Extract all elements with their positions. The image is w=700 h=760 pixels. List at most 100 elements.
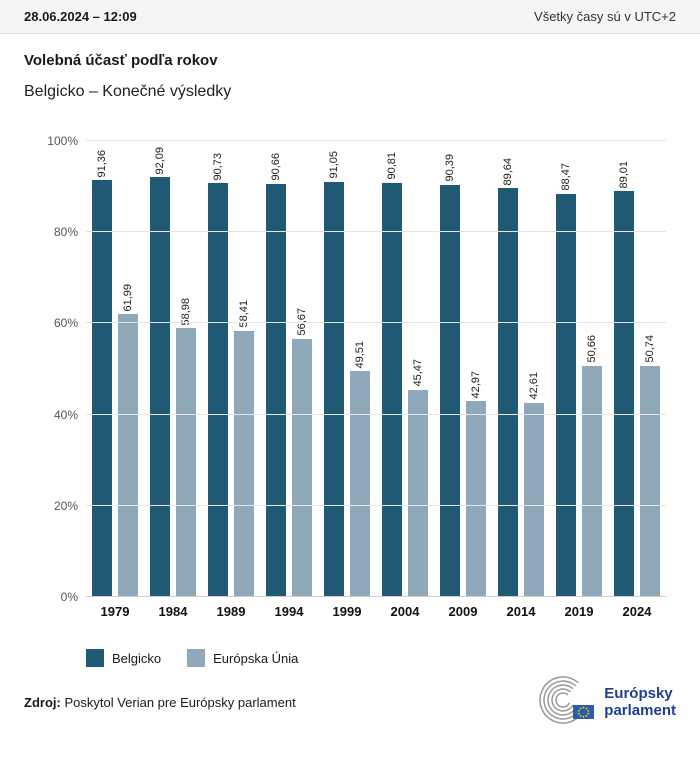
logo-line2: parlament: [604, 702, 676, 719]
bar-with-label: 58,41: [234, 141, 254, 597]
bar-with-label: 42,97: [466, 141, 486, 597]
legend-swatch: [86, 649, 104, 667]
bar: [524, 402, 544, 597]
bar-with-label: 90,73: [208, 141, 228, 597]
source-note: Zdroj: Poskytol Verian pre Európsky parl…: [24, 695, 296, 710]
page-subtitle: Belgicko – Konečné výsledky: [24, 83, 232, 100]
bar-value-label: 58,41: [237, 300, 250, 328]
page-title: Volebná účasť podľa rokov: [24, 52, 218, 69]
bar-group: 90,39 42,97: [434, 141, 492, 597]
bar: [640, 365, 660, 597]
bar-value-label: 90,73: [211, 152, 224, 181]
bar-value-label: 42,61: [527, 372, 540, 400]
legend-label: Belgicko: [112, 650, 162, 666]
x-axis-labels: 1979 1984 1989 1994 1999 2004 2009 2014 2019 2024: [86, 604, 666, 619]
bar-group: 90,81 45,47: [376, 141, 434, 597]
bar-with-label: 92,09: [150, 141, 170, 597]
bar-value-label: 91,36: [95, 149, 108, 178]
bar-with-label: 91,05: [324, 141, 344, 597]
eu-flag: [573, 705, 595, 719]
bar: [118, 314, 138, 597]
bar: [466, 401, 486, 597]
x-axis-label: 1984: [158, 604, 188, 619]
bar: [176, 328, 196, 597]
y-axis-tick-label: 40%: [53, 407, 78, 422]
bar-value-label: 92,09: [153, 146, 166, 175]
footer: Zdroj: Poskytol Verian pre Európsky parl…: [0, 667, 700, 743]
gridline: 80%: [54, 225, 666, 239]
bar: [382, 182, 402, 597]
bar-with-label: 58,98: [176, 141, 196, 597]
bar-with-label: 90,66: [266, 141, 286, 597]
bar-with-label: 49,51: [350, 141, 370, 597]
bar-value-label: 50,66: [585, 335, 598, 363]
gridline: 40%: [54, 408, 666, 422]
logo-text: Európsky parlament: [604, 685, 676, 720]
bar-group: 90,66 56,67: [260, 141, 318, 597]
bar: [292, 338, 312, 597]
y-axis-tick-label: 100%: [47, 134, 78, 148]
x-axis-label: 2024: [622, 604, 652, 619]
bar-with-label: 56,67: [292, 141, 312, 597]
source-text-value: Poskytol Verian pre Európsky parlament: [64, 694, 296, 710]
bar-value-label: 88,47: [559, 163, 572, 191]
bar-with-label: 61,99: [118, 141, 138, 597]
bar-with-label: 88,47: [556, 141, 576, 597]
source-label: Zdroj:: [24, 694, 61, 710]
x-axis-label: 2009: [448, 604, 478, 619]
bar-value-label: 89,01: [617, 160, 630, 189]
bar-value-label: 91,05: [327, 151, 340, 179]
legend-swatch: [187, 649, 206, 667]
legend-item: Belgicko: [86, 649, 161, 667]
y-axis-tick-label: 20%: [53, 498, 78, 513]
bar: [208, 183, 228, 597]
x-axis-label: 1979: [100, 604, 130, 619]
top-bar: 28.06.2024 – 12:09 Všetky časy sú v UTC+…: [0, 0, 700, 34]
bar: [440, 184, 460, 597]
bar: [498, 188, 518, 597]
x-axis-label: 2019: [564, 604, 594, 619]
bar-with-label: 42,61: [524, 141, 544, 597]
bar-with-label: 45,47: [408, 141, 428, 597]
gridline: 60%: [54, 316, 666, 330]
bar-value-label: 49,51: [353, 340, 366, 369]
x-axis-label: 2014: [506, 604, 536, 619]
x-axis-label: 1994: [274, 604, 304, 619]
bar-value-label: 42,97: [469, 370, 482, 399]
y-axis-tick-label: 0%: [60, 590, 78, 604]
bar-with-label: 89,01: [614, 141, 634, 597]
bar-value-label: 58,98: [179, 297, 192, 326]
bar: [92, 180, 112, 597]
bar-group: 89,01 50,74: [608, 141, 666, 597]
bar-value-label: 90,66: [269, 153, 282, 181]
bar: [266, 183, 286, 597]
logo-line1: Európsky: [604, 684, 673, 702]
gridline: 0%: [61, 590, 666, 604]
hemicycle-flag-icon: [539, 676, 595, 724]
european-parliament-logo: Európsky parlament: [538, 675, 676, 729]
legend-item: Európska Únia: [187, 649, 298, 667]
x-axis-label: 1989: [216, 604, 246, 619]
y-axis-tick-label: 60%: [53, 316, 78, 331]
bar-value-label: 45,47: [411, 359, 424, 387]
bar: [556, 193, 576, 597]
gridline: 100%: [47, 134, 666, 148]
bar-with-label: 89,64: [498, 141, 518, 597]
bar-with-label: 50,66: [582, 141, 602, 597]
bar: [350, 371, 370, 597]
bar-group: 90,73 58,41: [202, 141, 260, 597]
gridline: 20%: [54, 499, 666, 513]
plot-area: 91,36 61,99 92,09 58,98 90,73 58,41 90,66 56,67…: [47, 134, 666, 604]
bar: [150, 177, 170, 597]
y-axis-tick-label: 80%: [53, 225, 78, 240]
bar: [234, 330, 254, 597]
bar-value-label: 50,74: [643, 335, 656, 363]
timezone-note: Všetky časy sú v UTC+2: [534, 9, 676, 24]
main-content: Volebná účasť podľa rokov Belgicko – Kon…: [0, 34, 700, 667]
bar: [324, 181, 344, 597]
bar-with-label: 91,36: [92, 141, 112, 597]
bar-group: 92,09 58,98: [144, 141, 202, 597]
bar-with-label: 90,39: [440, 141, 460, 597]
bar-value-label: 90,81: [385, 152, 398, 180]
x-axis-label: 2004: [390, 604, 420, 619]
